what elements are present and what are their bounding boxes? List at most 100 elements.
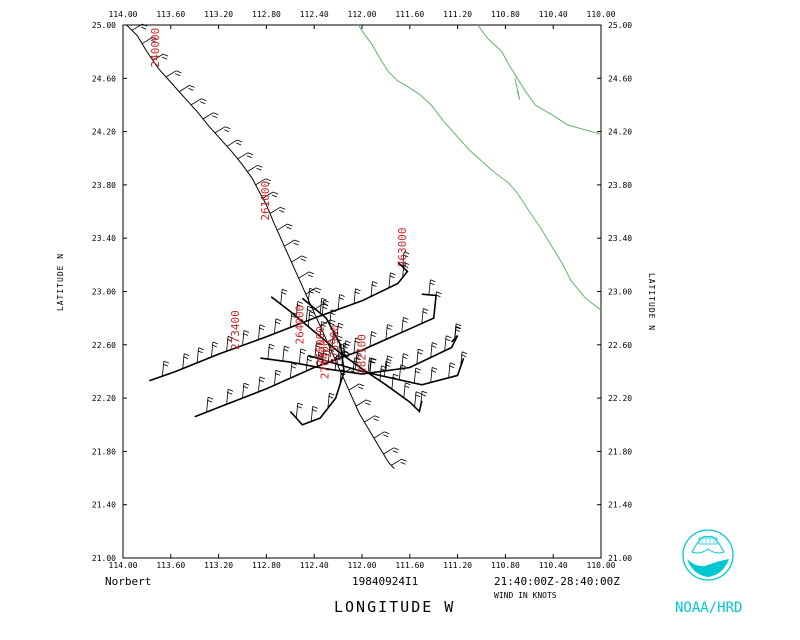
wind-barb-feather [163, 360, 170, 364]
wind-barb-feather [290, 365, 296, 369]
wind-barb-feather [374, 415, 380, 419]
brand-label: NOAA/HRD [675, 600, 742, 616]
wind-barb-feather [307, 274, 314, 278]
wind-barb-staff [305, 306, 309, 322]
wind-barb-feather [356, 352, 362, 355]
wind-barb-feather [281, 291, 287, 295]
wind-barb-feather [151, 40, 157, 43]
wind-barb-staff [327, 335, 338, 343]
wind-barb-staff [282, 346, 285, 362]
wind-barb-feather [188, 88, 194, 91]
wind-barb-feather [268, 346, 274, 350]
y-tick-label-right: 22.60 [608, 341, 632, 350]
wind-barb-feather [343, 342, 349, 346]
wind-barb-feather [355, 288, 361, 292]
y-tick-label-right: 21.80 [608, 447, 632, 456]
wind-barb-staff [314, 342, 317, 358]
x-tick-label-bottom: 113.20 [204, 561, 233, 570]
coastline-layer [357, 24, 602, 311]
wind-barb-feather [224, 129, 230, 133]
wind-barb-feather [402, 356, 408, 359]
wind-barb-staff [280, 289, 283, 305]
wind-barb-feather [373, 418, 379, 422]
wind-barb-feather [279, 209, 285, 213]
island-line [514, 78, 521, 100]
wind-barb-feather [448, 365, 455, 369]
wind-barb-staff [420, 391, 423, 407]
main-track [126, 24, 395, 470]
y-tick-label-left: 23.40 [92, 234, 116, 243]
wind-barb-feather [384, 364, 391, 367]
wind-barb-feather [369, 360, 376, 364]
x-tick-label-top: 110.00 [587, 10, 616, 19]
wind-barb-staff [319, 298, 323, 314]
x-tick-label-bottom: 112.00 [348, 561, 377, 570]
wind-barb-feather [308, 290, 314, 294]
wind-barb-feather [321, 297, 327, 301]
wind-barb-staff [416, 349, 419, 365]
wind-barb-feather [321, 321, 327, 324]
wind-barb-feather [358, 383, 365, 387]
wind-barb-feather [176, 70, 182, 74]
wind-barb-staff [267, 344, 270, 360]
wind-barb-staff [444, 335, 447, 351]
wind-barb-feather [300, 258, 306, 262]
y-tick-label-left: 21.00 [92, 554, 116, 563]
x-tick-label-bottom: 112.40 [300, 561, 329, 570]
wind-barb-staff [385, 324, 388, 340]
y-tick-label-left: 23.80 [92, 181, 116, 190]
wind-barb-staff [379, 365, 382, 381]
wind-barb-feather [371, 331, 377, 334]
wind-barb-feather [403, 317, 409, 320]
fix-time-label: 264000 [293, 305, 306, 345]
wind-barb-feather [402, 320, 408, 323]
wind-barb-staff [211, 341, 214, 358]
wind-barb-feather [316, 342, 322, 345]
x-tick-label-bottom: 110.40 [539, 561, 568, 570]
wind-barb-staff [384, 361, 387, 377]
x-tick-label-top: 110.80 [491, 10, 520, 19]
wind-barb-feather [256, 167, 262, 171]
wind-barb-feather [236, 142, 242, 146]
wind-barb-feather [383, 434, 389, 438]
wind-barb-feather [338, 322, 344, 326]
wind-barb-staff [162, 361, 165, 377]
wind-barb-feather [366, 399, 372, 403]
x-tick-label-bottom: 113.60 [156, 561, 185, 570]
wind-barb-feather [141, 26, 147, 30]
wind-barb-feather [243, 382, 250, 386]
x-tick-label-bottom: 110.00 [587, 561, 616, 570]
coastline-line [357, 24, 602, 311]
wind-barb-feather [337, 335, 343, 339]
wind-barb-feather [300, 348, 306, 352]
wind-barb-feather [306, 308, 312, 312]
x-tick-label-top: 113.60 [156, 10, 185, 19]
wind-barb-feather [418, 348, 424, 352]
wind-barb-feather [393, 373, 399, 377]
wind-barb-staff [206, 397, 209, 413]
wind-barb-feather [454, 326, 461, 330]
track-layer [126, 24, 465, 470]
wind-barb-feather [272, 191, 279, 195]
wind-barb-staff [298, 271, 310, 279]
wind-barb-feather [247, 152, 254, 156]
wind-barb-feather [311, 409, 317, 412]
wind-barb-staff [454, 323, 457, 339]
wind-barb-feather [392, 376, 398, 380]
x-tick-label-bottom: 111.20 [443, 561, 472, 570]
wind-barb-feather [328, 349, 335, 352]
wind-barb-feather [315, 345, 321, 348]
wind-barb-staff [353, 288, 356, 304]
wind-barb-feather [200, 101, 206, 105]
wind-barb-feather [315, 287, 322, 291]
wind-barb-feather [183, 356, 189, 359]
wind-barb-staff [388, 272, 391, 288]
wind-barb-staff [401, 317, 404, 333]
wind-barb-staff [237, 152, 249, 160]
wind-barb-staff [352, 357, 355, 373]
wind-barb-feather [175, 73, 181, 77]
wind-barb-staff [321, 349, 325, 365]
wind-barb-staff [274, 318, 277, 334]
wind-barb-staff [413, 368, 417, 384]
wind-barb-feather [436, 291, 442, 295]
